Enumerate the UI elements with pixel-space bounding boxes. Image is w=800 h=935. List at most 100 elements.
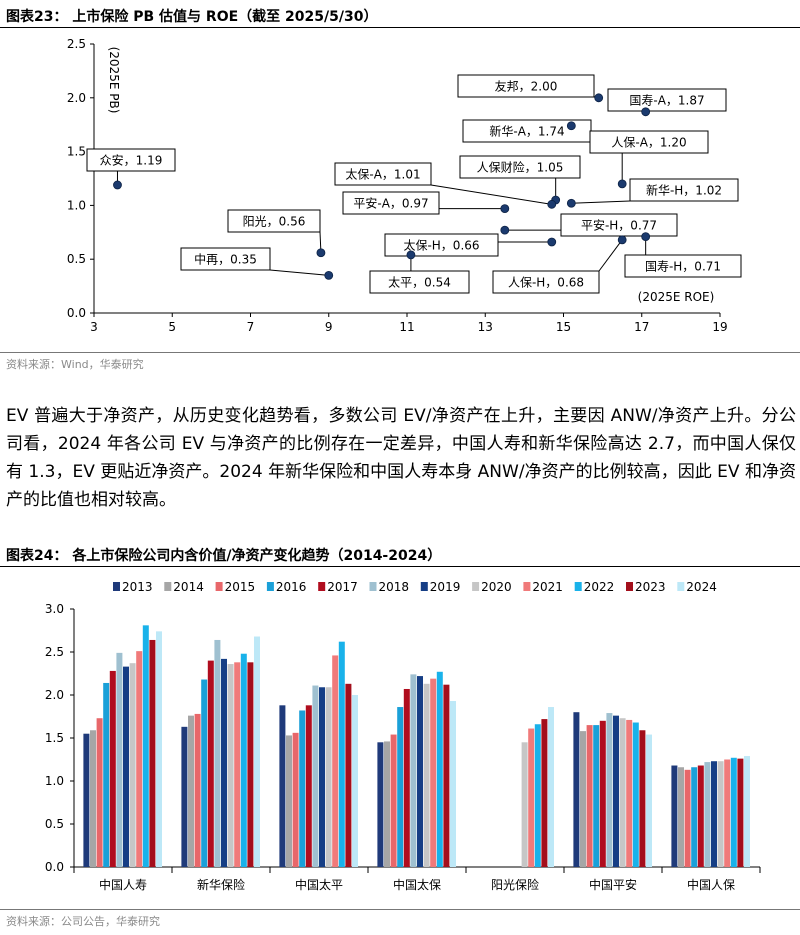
point-label: 中再，0.35 xyxy=(194,252,257,267)
bar xyxy=(606,713,613,867)
figure23-title: 图表23： 上市保险 PB 估值与 ROE（截至 2025/5/30） xyxy=(6,9,378,25)
x-category-label: 中国太平 xyxy=(295,877,343,892)
legend-label: 2023 xyxy=(635,580,666,594)
figure23-source: 资料来源：Wind，华泰研究 xyxy=(6,358,144,371)
scatter-point xyxy=(594,93,604,103)
bar-marks xyxy=(83,625,750,867)
figure24-top-rule xyxy=(0,566,800,567)
point-label: 太平，0.54 xyxy=(388,275,451,290)
bar xyxy=(671,765,678,867)
bar xyxy=(646,734,652,867)
bar xyxy=(613,715,619,867)
x-axis-title: (2025E ROE) xyxy=(638,290,715,304)
bar xyxy=(181,726,188,867)
callout-box xyxy=(86,148,176,172)
scatter-point xyxy=(566,198,576,208)
figure23-top-rule xyxy=(0,27,800,28)
callout-leader xyxy=(269,269,329,276)
legend-label: 2017 xyxy=(327,580,358,594)
y-tick-label: 0.0 xyxy=(67,306,86,320)
x-category-label: 新华保险 xyxy=(197,877,245,892)
bar xyxy=(580,731,586,867)
point-label: 人保财险，1.05 xyxy=(477,160,564,175)
bar xyxy=(548,707,554,867)
body-paragraph: EV 普遍大于净资产，从历史变化趋势看，多数公司 EV/净资产在上升，主要因 A… xyxy=(6,406,796,510)
x-category-label: 中国人保 xyxy=(687,877,735,892)
bar xyxy=(247,662,254,867)
y-tick-label: 1.0 xyxy=(67,198,86,212)
scatter-points xyxy=(113,93,651,280)
legend-swatch xyxy=(574,582,582,591)
bar xyxy=(240,653,247,867)
callout-box xyxy=(624,254,742,278)
bar xyxy=(345,683,352,867)
bar xyxy=(352,695,358,867)
bar xyxy=(691,767,698,867)
scatter-point xyxy=(641,232,651,242)
scatter-point xyxy=(617,235,627,245)
scatter-point xyxy=(641,107,651,117)
bar xyxy=(704,762,711,867)
scatter-point xyxy=(617,179,627,189)
x-category-label: 中国平安 xyxy=(589,877,637,892)
bar xyxy=(338,641,345,867)
y-axis-title: (2025E PB) xyxy=(107,47,121,114)
bar xyxy=(312,685,319,867)
bar-legend: 2013 2014 2015 2016 2017 2018 2019 2020 2021 2022… xyxy=(113,580,717,594)
scatter-labels: 友邦，2.00 国寿-A，1.87 新华-A，1.74 人保-A，1.20 众安，1.1… xyxy=(86,74,742,294)
bar xyxy=(697,765,704,867)
figure24-title: 图表24： 各上市保险公司内含价值/净资产变化趋势（2014-2024） xyxy=(6,548,442,564)
bar xyxy=(684,769,691,867)
y-tick-label: 1.5 xyxy=(45,731,64,745)
legend-swatch xyxy=(420,582,428,591)
bar xyxy=(188,715,194,867)
legend-swatch xyxy=(523,582,531,591)
bar xyxy=(443,684,450,867)
legend-swatch xyxy=(677,582,685,591)
callout-box xyxy=(560,213,678,237)
callout-box xyxy=(629,178,739,202)
point-label: 平安-H，0.77 xyxy=(581,218,657,233)
bar xyxy=(626,719,633,867)
y-tick-label: 0.0 xyxy=(45,860,64,874)
bar xyxy=(423,683,430,867)
point-label: 国寿-H，0.71 xyxy=(645,260,721,274)
y-tick-label: 0.5 xyxy=(45,817,64,831)
y-tick-label: 2.5 xyxy=(67,37,86,51)
y-tick-label: 0.5 xyxy=(67,252,86,266)
bar xyxy=(123,666,129,867)
callout-leader xyxy=(571,200,631,204)
bar xyxy=(286,735,292,867)
x-tick-label: 15 xyxy=(556,320,571,334)
bar xyxy=(573,712,580,867)
y-tick-label: 1.0 xyxy=(45,774,64,788)
bar xyxy=(325,687,332,867)
x-tick-label: 9 xyxy=(325,320,333,334)
bar xyxy=(586,725,593,867)
callout-box xyxy=(492,270,600,294)
x-category-label: 中国太保 xyxy=(393,877,441,892)
bar xyxy=(593,725,600,867)
x-tick-label: 17 xyxy=(634,320,649,334)
callout-box xyxy=(334,162,432,186)
point-label: 众安，1.19 xyxy=(100,153,163,168)
legend-label: 2019 xyxy=(430,580,461,594)
bar xyxy=(96,718,103,867)
legend-swatch xyxy=(318,582,326,591)
callout-box xyxy=(369,270,470,294)
bar xyxy=(292,732,299,867)
x-tick-label: 13 xyxy=(478,320,493,334)
legend-swatch xyxy=(472,582,480,591)
callout-leader xyxy=(430,184,552,205)
scatter-point xyxy=(316,248,326,258)
y-tick-label: 1.5 xyxy=(67,145,86,159)
legend-label: 2015 xyxy=(225,580,256,594)
legend-swatch xyxy=(266,582,274,591)
bar xyxy=(254,636,260,867)
scatter-point xyxy=(113,180,122,190)
y-tick-label: 2.0 xyxy=(45,688,64,702)
legend-label: 2013 xyxy=(122,580,153,594)
legend-swatch xyxy=(626,582,633,591)
scatter-point xyxy=(324,270,334,280)
point-label: 平安-A，0.97 xyxy=(353,196,428,211)
